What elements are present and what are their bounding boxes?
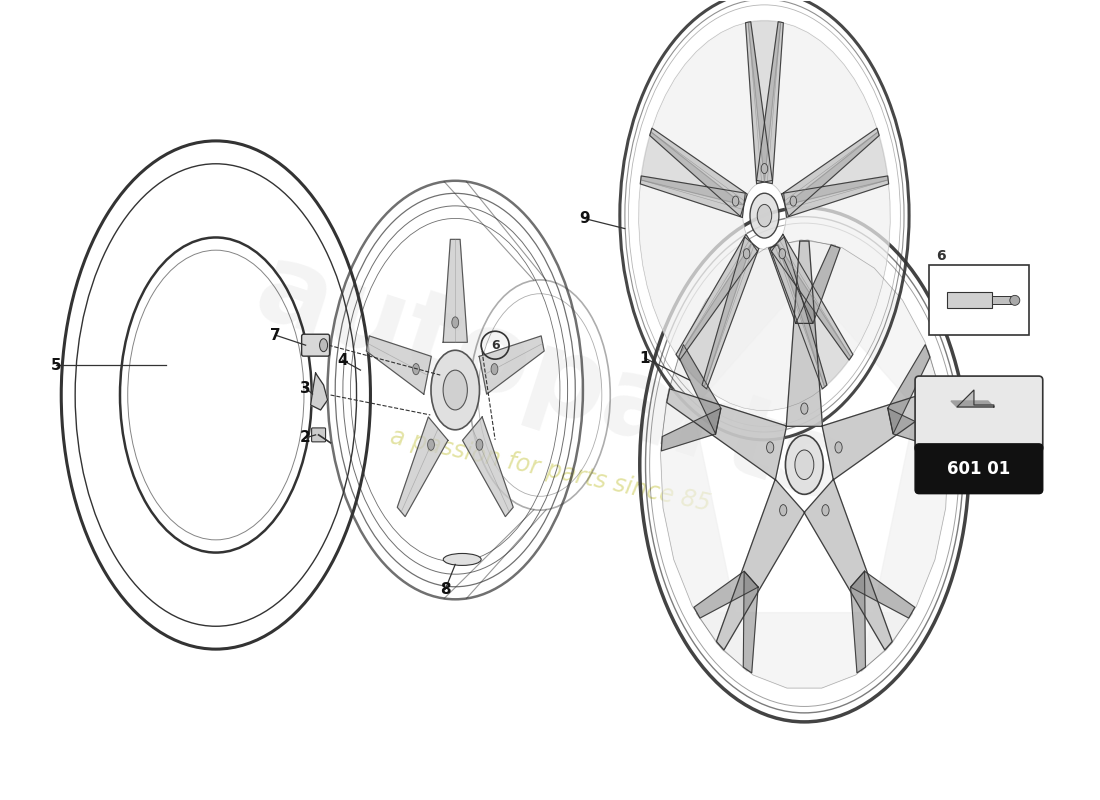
Text: 4: 4	[338, 353, 348, 368]
Ellipse shape	[744, 249, 750, 258]
Ellipse shape	[491, 363, 498, 374]
Circle shape	[1010, 295, 1020, 306]
Polygon shape	[667, 389, 786, 480]
Text: a passion for parts since 85: a passion for parts since 85	[387, 424, 713, 515]
Polygon shape	[651, 22, 761, 201]
Polygon shape	[676, 234, 758, 360]
Ellipse shape	[822, 505, 829, 516]
Ellipse shape	[443, 554, 481, 566]
Ellipse shape	[431, 350, 480, 430]
Text: 6: 6	[936, 249, 946, 262]
Ellipse shape	[452, 317, 459, 328]
Polygon shape	[957, 390, 994, 407]
Polygon shape	[770, 237, 827, 389]
Polygon shape	[462, 417, 514, 517]
Polygon shape	[780, 180, 890, 358]
FancyBboxPatch shape	[301, 334, 330, 356]
Ellipse shape	[757, 205, 772, 227]
Polygon shape	[786, 241, 823, 426]
Text: autoparts: autoparts	[242, 234, 858, 526]
Polygon shape	[650, 128, 747, 216]
Polygon shape	[952, 401, 994, 407]
Polygon shape	[804, 479, 892, 650]
Polygon shape	[679, 345, 721, 434]
Polygon shape	[757, 22, 783, 184]
Polygon shape	[888, 345, 930, 434]
Polygon shape	[782, 128, 879, 216]
Text: 7: 7	[271, 328, 281, 342]
Ellipse shape	[733, 196, 739, 206]
Polygon shape	[744, 571, 758, 673]
Ellipse shape	[428, 439, 435, 450]
Polygon shape	[661, 240, 836, 444]
Polygon shape	[746, 22, 772, 184]
Polygon shape	[783, 176, 889, 218]
Text: 1: 1	[639, 350, 650, 366]
Text: 601 01: 601 01	[947, 460, 1011, 478]
FancyBboxPatch shape	[930, 266, 1028, 335]
Polygon shape	[660, 350, 748, 671]
Polygon shape	[748, 21, 781, 182]
Ellipse shape	[476, 439, 483, 450]
Ellipse shape	[780, 505, 786, 516]
Polygon shape	[702, 237, 759, 389]
Polygon shape	[771, 234, 852, 360]
Polygon shape	[678, 243, 751, 387]
Polygon shape	[769, 245, 813, 323]
Ellipse shape	[835, 442, 843, 453]
Text: 8: 8	[440, 582, 451, 597]
Polygon shape	[778, 243, 851, 387]
Ellipse shape	[801, 403, 808, 414]
Polygon shape	[773, 240, 948, 444]
Polygon shape	[716, 479, 804, 650]
Bar	[992, 296, 1012, 304]
Bar	[947, 292, 992, 308]
Polygon shape	[661, 408, 721, 451]
Polygon shape	[310, 373, 328, 410]
Polygon shape	[704, 245, 825, 410]
Ellipse shape	[785, 435, 823, 494]
Polygon shape	[397, 417, 448, 517]
Polygon shape	[850, 571, 915, 618]
FancyBboxPatch shape	[915, 444, 1043, 494]
Ellipse shape	[779, 249, 785, 258]
Polygon shape	[696, 613, 912, 688]
Polygon shape	[366, 336, 431, 394]
Polygon shape	[822, 389, 942, 480]
Ellipse shape	[443, 370, 468, 410]
Ellipse shape	[795, 450, 814, 479]
Ellipse shape	[412, 363, 419, 374]
FancyBboxPatch shape	[915, 376, 1043, 452]
FancyBboxPatch shape	[311, 428, 326, 442]
Polygon shape	[694, 571, 758, 618]
Text: 2: 2	[300, 430, 311, 446]
Text: 5: 5	[51, 358, 62, 373]
Polygon shape	[861, 350, 948, 671]
Ellipse shape	[320, 338, 328, 352]
Text: 3: 3	[300, 381, 311, 395]
Polygon shape	[888, 408, 947, 451]
Polygon shape	[639, 180, 749, 358]
Polygon shape	[640, 176, 746, 218]
Text: 6: 6	[491, 338, 499, 352]
Polygon shape	[795, 245, 840, 323]
Text: 9: 9	[580, 211, 591, 226]
Polygon shape	[785, 132, 888, 206]
Ellipse shape	[750, 194, 779, 238]
Ellipse shape	[761, 163, 768, 174]
Ellipse shape	[767, 442, 773, 453]
Polygon shape	[768, 22, 878, 201]
Polygon shape	[443, 239, 468, 342]
Ellipse shape	[790, 196, 796, 206]
Polygon shape	[480, 336, 544, 394]
Polygon shape	[641, 132, 744, 206]
Polygon shape	[850, 571, 866, 673]
